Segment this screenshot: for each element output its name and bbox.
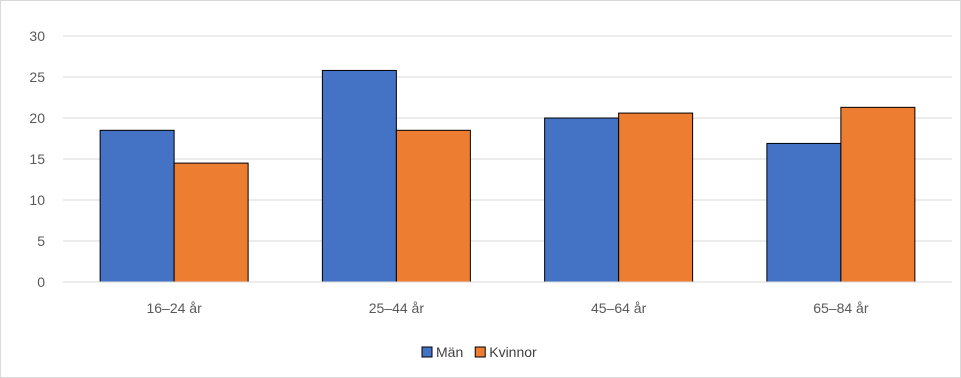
y-tick-label: 10 bbox=[29, 192, 45, 208]
x-tick-label: 16–24 år bbox=[146, 300, 202, 316]
y-axis-ticks: 0 5 10 15 20 25 30 bbox=[29, 28, 45, 290]
legend: Män Kvinnor bbox=[421, 344, 537, 360]
y-tick-label: 30 bbox=[29, 28, 45, 44]
bar-kvinnor bbox=[618, 112, 694, 283]
legend-label: Män bbox=[436, 344, 463, 360]
bar-man bbox=[544, 117, 620, 283]
x-tick-label: 65–84 år bbox=[813, 300, 869, 316]
y-tick-label: 20 bbox=[29, 110, 45, 126]
y-tick-label: 15 bbox=[29, 151, 45, 167]
bar-kvinnor bbox=[173, 162, 249, 283]
legend-swatch bbox=[474, 346, 486, 358]
x-tick-label: 45–64 år bbox=[591, 300, 647, 316]
y-tick-label: 5 bbox=[37, 233, 45, 249]
bars bbox=[99, 69, 916, 283]
x-tick-label: 25–44 år bbox=[369, 300, 425, 316]
bar-man bbox=[766, 142, 842, 283]
y-tick-label: 0 bbox=[37, 274, 45, 290]
y-tick-label: 25 bbox=[29, 69, 45, 85]
bar-kvinnor bbox=[840, 106, 916, 283]
bar-man bbox=[99, 129, 175, 283]
x-axis-ticks: 16–24 år 25–44 år 45–64 år 65–84 år bbox=[146, 300, 868, 316]
bar-man bbox=[321, 69, 397, 283]
bar-kvinnor bbox=[395, 129, 471, 283]
legend-label: Kvinnor bbox=[489, 344, 537, 360]
legend-swatch bbox=[421, 346, 433, 358]
